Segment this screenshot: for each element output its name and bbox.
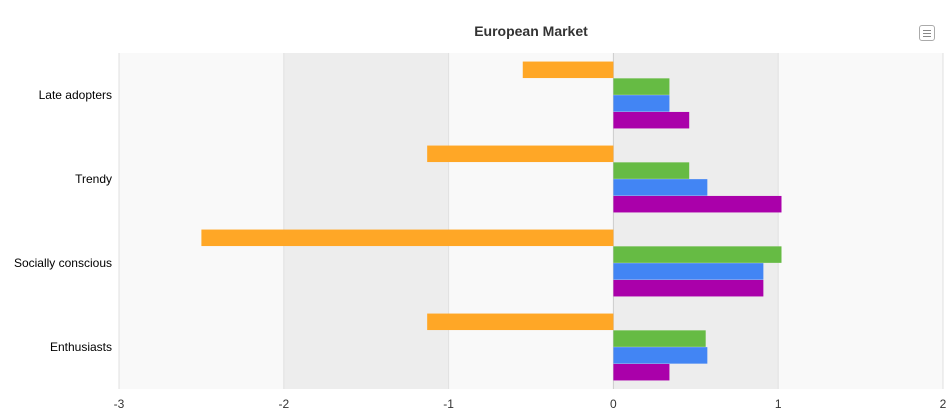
bar[interactable] bbox=[613, 363, 670, 381]
category-label: Enthusiasts bbox=[50, 340, 112, 354]
category-label: Socially conscious bbox=[14, 256, 112, 270]
bar[interactable] bbox=[613, 111, 690, 129]
x-tick-label: -1 bbox=[443, 397, 454, 409]
bar[interactable] bbox=[522, 61, 614, 79]
menu-icon[interactable] bbox=[919, 25, 935, 41]
bar[interactable] bbox=[427, 313, 614, 331]
bar[interactable] bbox=[613, 179, 708, 196]
bar[interactable] bbox=[613, 195, 782, 213]
bar[interactable] bbox=[613, 279, 764, 297]
x-tick-label: -2 bbox=[278, 397, 289, 409]
bar[interactable] bbox=[613, 347, 708, 364]
plot-band bbox=[778, 53, 943, 389]
bar[interactable] bbox=[613, 95, 670, 112]
plot-band bbox=[119, 53, 284, 389]
plot-band bbox=[283, 53, 449, 389]
category-label: Late adopters bbox=[39, 88, 112, 102]
plot-band bbox=[448, 53, 614, 389]
x-tick-label: -3 bbox=[114, 397, 125, 409]
bar[interactable] bbox=[613, 330, 706, 347]
category-label: Trendy bbox=[75, 172, 112, 186]
category-labels: Late adopters Trendy Socially conscious Ent… bbox=[14, 88, 112, 354]
bars bbox=[201, 61, 782, 381]
plot-bands bbox=[119, 53, 943, 389]
x-tick-label: 2 bbox=[940, 397, 947, 409]
bar[interactable] bbox=[613, 78, 670, 95]
bar[interactable] bbox=[613, 162, 690, 179]
x-tick-label: 0 bbox=[610, 397, 617, 409]
x-tick-label: 1 bbox=[775, 397, 782, 409]
chart-title: European Market bbox=[474, 23, 588, 39]
bar[interactable] bbox=[613, 246, 782, 263]
bar[interactable] bbox=[613, 263, 764, 280]
tick-labels: -3 -2 -1 0 1 2 bbox=[114, 397, 947, 409]
bar[interactable] bbox=[201, 229, 614, 247]
bar[interactable] bbox=[427, 145, 614, 163]
